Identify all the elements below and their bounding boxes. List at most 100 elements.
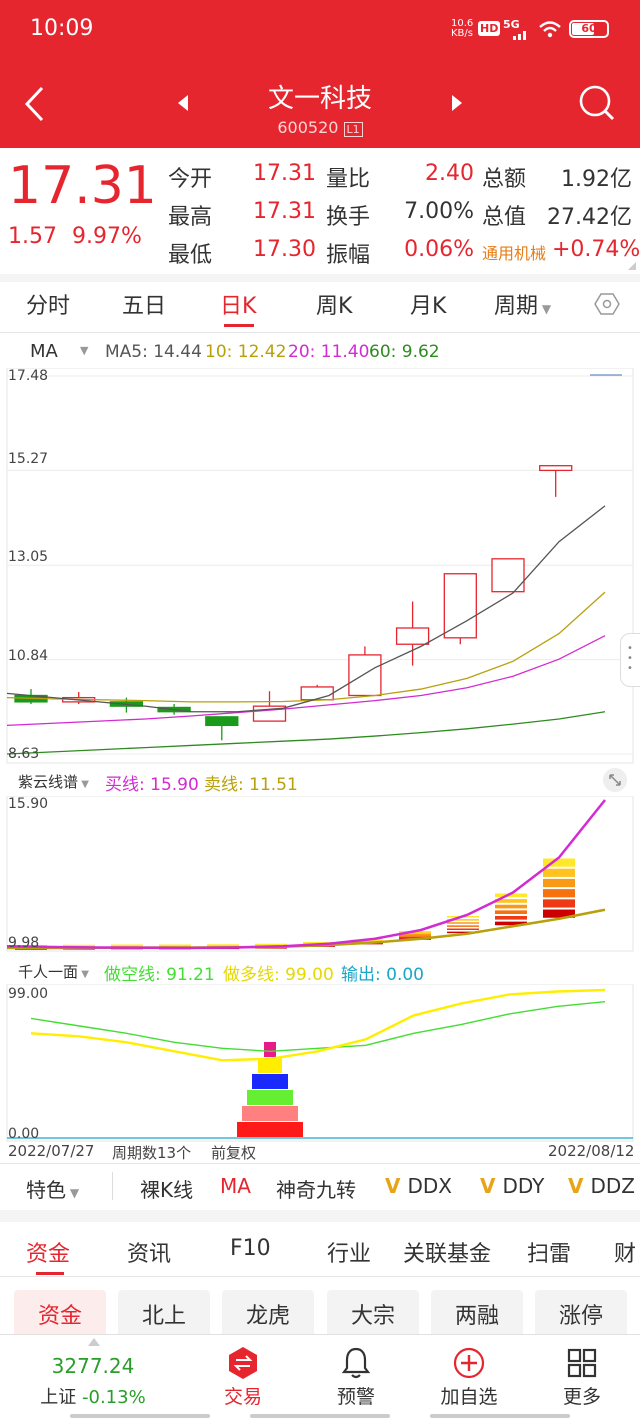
spectrum-bar: [543, 909, 575, 918]
price-change: 1.57: [8, 224, 57, 249]
settings-hex-icon[interactable]: [594, 292, 620, 316]
qianren-indicator-chart[interactable]: [0, 984, 640, 1142]
nav-label: 加自选: [440, 1386, 498, 1408]
kong-line: [30, 1000, 606, 1052]
ma-toggle[interactable]: MA: [220, 1174, 251, 1198]
pyramid-block: [247, 1090, 293, 1105]
tab-f10[interactable]: F10: [230, 1236, 271, 1261]
spectrum-bar: [495, 899, 527, 903]
ddz-toggle[interactable]: V DDZ: [568, 1174, 635, 1198]
tab-related-funds[interactable]: 关联基金: [403, 1242, 492, 1267]
spectrum-bar: [63, 944, 95, 947]
spectrum-bar: [399, 933, 431, 936]
nav-more[interactable]: 更多: [527, 1340, 637, 1409]
label-market-cap: 总值: [482, 205, 527, 230]
adjust-mode[interactable]: 前复权: [211, 1144, 257, 1162]
special-indicator-selector[interactable]: 特色 ▼: [26, 1178, 80, 1202]
pyramid-block: [242, 1106, 298, 1121]
spectrum-bar: [543, 868, 575, 877]
end-date: 2022/08/12: [548, 1142, 635, 1160]
pill-northbound[interactable]: 北上: [118, 1290, 210, 1338]
battery-icon: 60: [569, 20, 609, 38]
pill-dragon-tiger[interactable]: 龙虎: [222, 1290, 314, 1338]
add-circle-icon: [453, 1347, 485, 1379]
spectrum-bar: [495, 910, 527, 914]
y-tick-label: 99.00: [8, 986, 49, 1002]
ma-dropdown-icon[interactable]: ▼: [80, 344, 89, 357]
tab-risk-scan[interactable]: 扫雷: [527, 1242, 572, 1267]
prev-stock-icon[interactable]: [176, 94, 190, 112]
sector-change: +0.74%: [552, 237, 640, 262]
ma10-value: 10: 12.42: [205, 342, 287, 362]
naked-k-toggle[interactable]: 裸K线: [140, 1178, 194, 1202]
candle-body: [395, 627, 430, 645]
pill-capital[interactable]: 资金: [14, 1290, 106, 1338]
y-tick-label: 15.90: [8, 796, 49, 812]
ma5-value: MA5: 14.44: [105, 342, 202, 362]
tab-capital[interactable]: 资金: [26, 1242, 71, 1267]
y-tick-label: 13.05: [8, 549, 49, 565]
kong-line-value: 做空线: 91.21: [104, 965, 215, 985]
bell-icon: [341, 1347, 371, 1379]
y-tick-label: 10.84: [8, 648, 49, 664]
spectrum-bar: [495, 893, 527, 898]
tab-weekly-k[interactable]: 周K: [316, 294, 353, 319]
pill-limit-up[interactable]: 涨停: [535, 1290, 627, 1338]
spectrum-bar: [111, 944, 143, 946]
spectrum-bar: [399, 936, 431, 939]
label-high: 最高: [168, 205, 213, 230]
nav-alert[interactable]: 预警: [301, 1340, 411, 1409]
label-amplitude: 振幅: [326, 243, 371, 268]
spectrum-bar: [447, 931, 479, 934]
tab-industry[interactable]: 行业: [327, 1242, 372, 1267]
candlestick-chart[interactable]: [0, 368, 640, 764]
expand-icon[interactable]: [602, 767, 628, 793]
signal-bars-icon: [513, 31, 526, 40]
pill-block-trade[interactable]: 大宗: [327, 1290, 419, 1338]
nav-add-watchlist[interactable]: 加自选: [414, 1340, 524, 1409]
level-badge: L1: [343, 122, 363, 137]
stock-title: 文一科技: [267, 84, 372, 114]
spectrum-bar: [159, 944, 191, 946]
tab-finance[interactable]: 财: [614, 1242, 637, 1267]
ddy-toggle[interactable]: V DDY: [480, 1174, 545, 1198]
magic-nine-toggle[interactable]: 神奇九转: [276, 1178, 356, 1202]
buy-line: [6, 799, 606, 950]
candle-body: [443, 573, 477, 639]
spectrum-bar: [543, 858, 575, 867]
tab-five-day[interactable]: 五日: [122, 294, 167, 319]
tab-period[interactable]: 周期 ▼: [494, 294, 552, 319]
value-turnover: 7.00%: [404, 199, 474, 224]
chevron-down-icon: ▼: [78, 969, 89, 980]
trade-icon: [229, 1347, 257, 1379]
indicator-selector-qianren[interactable]: 千人一面 ▼: [18, 963, 89, 981]
v-icon: V: [568, 1174, 591, 1198]
label-turnover: 换手: [326, 205, 371, 230]
ddx-toggle[interactable]: V DDX: [385, 1174, 452, 1198]
stock-code: 600520 L1: [0, 118, 640, 137]
next-stock-icon[interactable]: [450, 94, 464, 112]
spectrum-bar: [447, 925, 479, 927]
indicator-selector-ziyun[interactable]: 紫云线谱 ▼: [18, 773, 89, 791]
duo-line-value: 做多线: 99.00: [223, 965, 334, 985]
sector-name[interactable]: 通用机械: [482, 244, 547, 263]
ma-selector[interactable]: MA: [30, 341, 58, 362]
label-low: 最低: [168, 243, 213, 268]
back-icon[interactable]: [22, 86, 48, 122]
pill-margin[interactable]: 两融: [431, 1290, 523, 1338]
chevron-down-icon: ▼: [66, 1186, 80, 1200]
index-info[interactable]: 上证 -0.13%: [40, 1387, 146, 1408]
nav-trade[interactable]: 交易: [188, 1340, 298, 1409]
tab-daily-k[interactable]: 日K: [220, 294, 257, 319]
ziyun-indicator-chart[interactable]: [0, 796, 640, 952]
nav-label: 交易: [223, 1386, 262, 1408]
tab-intraday[interactable]: 分时: [26, 294, 71, 319]
tab-monthly-k[interactable]: 月K: [410, 294, 447, 319]
search-icon[interactable]: [578, 84, 616, 122]
value-amount: 1.92亿: [561, 167, 632, 192]
side-drawer-handle[interactable]: • • •: [620, 633, 640, 687]
spectrum-bar: [447, 928, 479, 930]
tab-news[interactable]: 资讯: [127, 1242, 172, 1267]
index-value[interactable]: 3277.24: [51, 1354, 135, 1378]
status-time: 10:09: [30, 16, 94, 41]
